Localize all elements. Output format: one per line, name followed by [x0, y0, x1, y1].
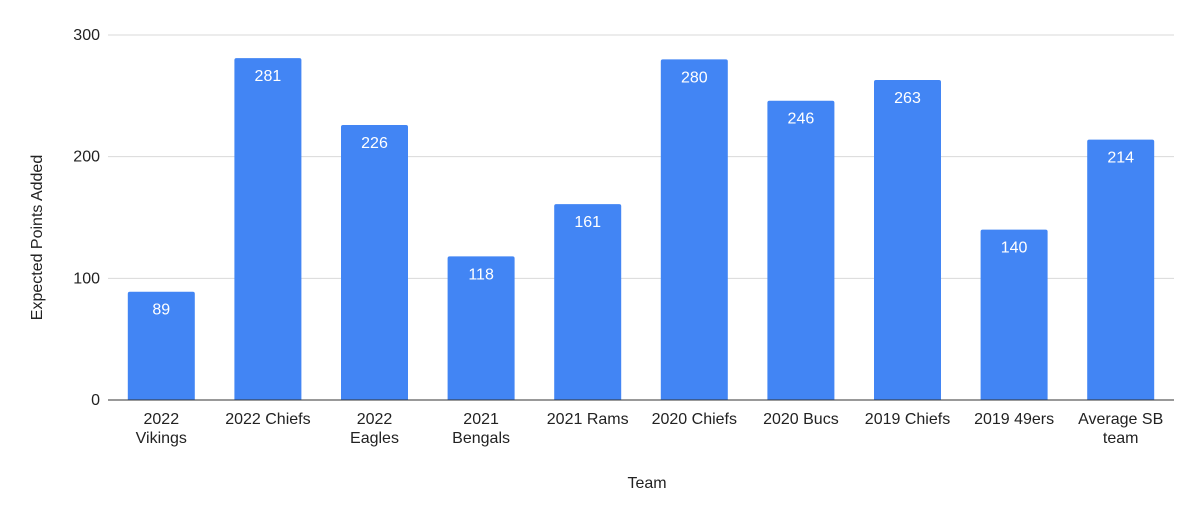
x-category-label: 2019 Chiefs	[865, 411, 950, 428]
data-label: 226	[361, 135, 388, 152]
bar	[127, 291, 195, 400]
data-label: 281	[255, 68, 282, 85]
data-label: 118	[468, 266, 494, 283]
y-tick-label: 100	[73, 270, 100, 287]
x-category-label: 2021 Rams	[547, 411, 629, 428]
x-category-label: 2020 Bucs	[763, 411, 839, 428]
y-axis-ticks: 0 100 200 300	[73, 27, 100, 409]
bar	[554, 204, 622, 400]
bar	[447, 256, 515, 400]
x-category-label: 2021 Bengals	[452, 411, 510, 447]
bar	[341, 125, 408, 401]
data-labels: 89 281 226 118 161 280 246 263 140 214	[152, 68, 1134, 319]
bar	[1087, 139, 1155, 400]
x-category-label: 2022 Chiefs	[225, 411, 310, 428]
bar	[980, 229, 1048, 400]
x-axis-categories: 2022 Vikings 2022 Chiefs 2022 Eagles 2021 Beng…	[136, 411, 1164, 447]
y-tick-label: 0	[91, 392, 100, 409]
x-category-label: 2019 49ers	[974, 411, 1054, 428]
data-label: 246	[788, 111, 815, 128]
data-label: 280	[681, 69, 708, 86]
bars	[127, 58, 1155, 401]
data-label: 89	[152, 302, 170, 319]
y-axis-title: Expected Points Added	[29, 155, 46, 320]
data-label: 214	[1107, 150, 1134, 167]
x-category-label: 2022 Eagles	[350, 411, 399, 447]
x-category-label: 2020 Chiefs	[652, 411, 737, 428]
y-tick-label: 300	[73, 27, 100, 44]
bar	[874, 80, 941, 401]
y-tick-label: 200	[73, 149, 100, 166]
x-category-label: 2022 Vikings	[136, 411, 187, 447]
x-category-label: Average SB team	[1078, 411, 1163, 447]
data-label: 161	[574, 214, 601, 231]
data-label: 140	[1001, 240, 1028, 257]
bar	[660, 59, 728, 400]
bar	[767, 100, 835, 400]
x-axis-title: Team	[627, 475, 666, 492]
bar	[234, 58, 302, 400]
data-label: 263	[894, 90, 921, 107]
